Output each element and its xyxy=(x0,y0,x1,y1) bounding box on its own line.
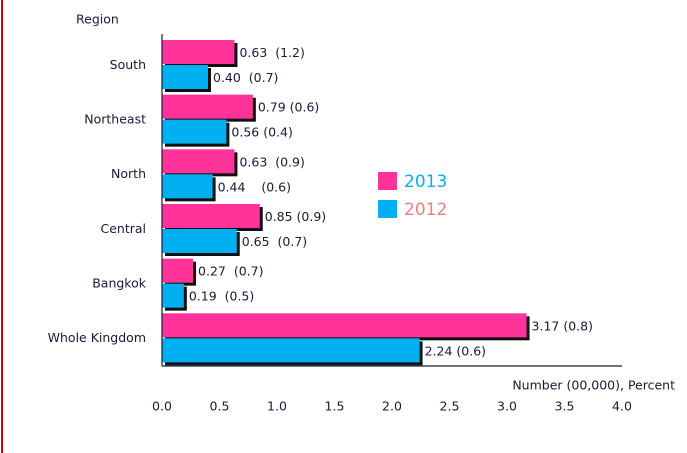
value-label: 0.19 (0.5) xyxy=(189,289,254,304)
x-tick-label: 2.0 xyxy=(382,399,402,414)
y-tick-label: Bangkok xyxy=(92,276,147,291)
bar xyxy=(162,229,237,253)
value-label: 0.56 (0.4) xyxy=(231,125,292,140)
x-tick-label: 3.0 xyxy=(497,399,517,414)
x-tick-label: 1.5 xyxy=(325,399,345,414)
bar xyxy=(162,204,260,228)
y-axis-title: Region xyxy=(76,12,119,27)
value-label: 0.85 (0.9) xyxy=(265,209,326,224)
x-tick-label: 2.5 xyxy=(440,399,460,414)
y-tick-label: Northeast xyxy=(84,112,146,127)
legend-swatch xyxy=(378,200,397,218)
x-tick-label: 4.0 xyxy=(612,399,632,414)
legend-label: 2012 xyxy=(404,200,447,220)
value-label: 0.63 (1.2) xyxy=(239,45,304,60)
value-label: 0.63 (0.9) xyxy=(239,154,304,169)
bar xyxy=(162,258,194,283)
y-tick-label: South xyxy=(110,57,146,72)
bar xyxy=(162,283,184,308)
bar xyxy=(162,174,213,199)
x-tick-label: 0.0 xyxy=(152,399,172,414)
y-tick-label: Central xyxy=(100,221,146,236)
value-label: 0.79 (0.6) xyxy=(258,100,319,115)
y-tick-label: Whole Kingdom xyxy=(48,330,146,345)
value-label: 0.65 (0.7) xyxy=(242,234,307,249)
bar xyxy=(162,338,420,363)
value-label: 0.27 (0.7) xyxy=(198,264,263,279)
bar xyxy=(162,119,227,144)
value-label: 3.17 (0.8) xyxy=(532,318,593,333)
bar xyxy=(162,94,253,119)
value-label: 0.40 (0.7) xyxy=(213,70,278,85)
x-tick-label: 1.0 xyxy=(267,399,287,414)
x-tick-label: 3.5 xyxy=(555,399,575,414)
bar xyxy=(162,40,235,64)
value-label: 2.24 (0.6) xyxy=(425,343,486,358)
bar xyxy=(162,65,208,89)
x-tick-label: 0.5 xyxy=(210,399,230,414)
value-label: 0.44 (0.6) xyxy=(218,179,291,194)
legend-swatch xyxy=(378,172,397,190)
legend-label: 2013 xyxy=(404,172,447,192)
y-tick-label: North xyxy=(111,166,146,181)
bar xyxy=(162,149,235,174)
x-axis-title: Number (00,000), Percent xyxy=(512,378,675,393)
bar xyxy=(162,313,527,338)
